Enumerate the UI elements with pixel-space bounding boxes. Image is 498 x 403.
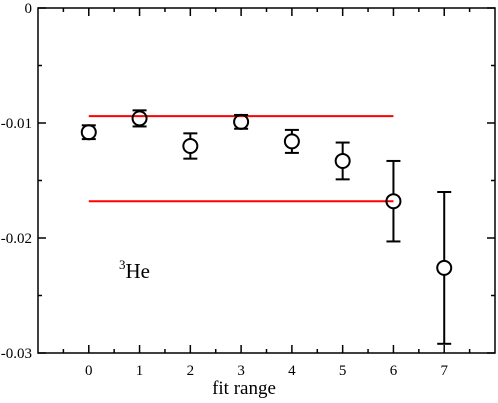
data-point bbox=[80, 124, 97, 141]
y-tick-label: -0.01 bbox=[1, 116, 32, 132]
data-point bbox=[436, 259, 453, 276]
data-point bbox=[233, 113, 250, 130]
x-tick-label: 1 bbox=[136, 363, 144, 379]
data-point bbox=[385, 193, 402, 210]
x-axis-title: fit range bbox=[212, 378, 276, 399]
annotation-text: He bbox=[126, 259, 151, 283]
data-point bbox=[182, 138, 199, 154]
x-tick-label: 2 bbox=[187, 363, 195, 379]
y-tick-label: -0.02 bbox=[1, 231, 32, 247]
x-tick-label: 4 bbox=[288, 363, 296, 379]
plot-frame bbox=[37, 7, 496, 354]
y-tick-label: 0 bbox=[25, 1, 33, 17]
x-tick-label: 3 bbox=[237, 363, 245, 379]
data-point bbox=[334, 152, 351, 169]
reference-lines bbox=[88, 115, 394, 203]
annotation-superscript: 3 bbox=[119, 257, 126, 272]
x-tick-label: 5 bbox=[339, 363, 347, 379]
x-tick-label: 7 bbox=[440, 363, 448, 379]
y-tick-label: -0.03 bbox=[1, 346, 32, 362]
ticks bbox=[38, 7, 495, 354]
data-point bbox=[283, 133, 300, 150]
data-points bbox=[80, 109, 453, 345]
x-tick-label: 6 bbox=[390, 363, 398, 379]
x-tick-label: 0 bbox=[85, 363, 93, 379]
data-point bbox=[131, 110, 148, 127]
he3-annotation: 3He bbox=[119, 257, 150, 283]
tick-labels: 0 1 2 3 4 5 6 7 0 -0.01 -0.02 -0.03 bbox=[1, 1, 449, 379]
